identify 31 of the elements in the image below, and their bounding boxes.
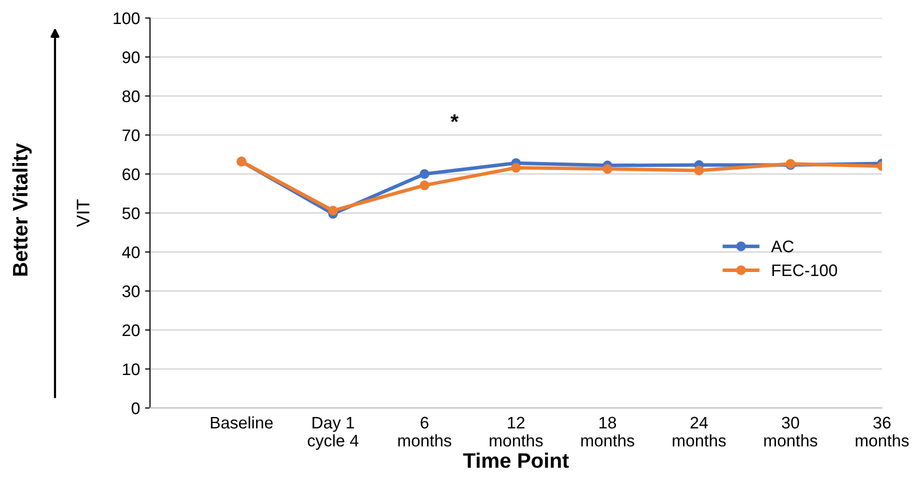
x-tick-label: 12 months <box>490 416 543 447</box>
point <box>511 162 521 173</box>
y-tick-label: 40 <box>122 246 140 258</box>
y-axis-title: VIT <box>76 199 90 227</box>
text: Better Vitality <box>12 143 32 276</box>
point <box>420 169 430 179</box>
y-tick-label: 50 <box>122 207 140 220</box>
y-tick-label: 20 <box>122 324 140 336</box>
y-tick-label: 60 <box>122 168 140 180</box>
y-tick-label: 30 <box>122 285 140 298</box>
y-tick-label: 10 <box>123 363 140 376</box>
x-tick-label: 24 months <box>672 416 726 447</box>
x-tick-label: Baseline <box>210 416 273 429</box>
y-tick-label: 100 <box>114 12 140 24</box>
point <box>602 164 612 174</box>
y-tick-label: 70 <box>122 129 140 142</box>
point <box>694 166 704 176</box>
x-tick-label: 30 months <box>764 416 818 447</box>
x-tick-label: 6 months <box>398 416 452 447</box>
y-tick-label: 0 <box>132 402 140 414</box>
legend-label: FEC-100 <box>772 264 838 276</box>
annotation: * <box>450 114 459 122</box>
y-tick-label: 80 <box>122 90 140 102</box>
x-axis-title: Time Point <box>463 452 569 468</box>
x-tick-label: 18 months <box>581 416 634 447</box>
y-tick-label: 90 <box>122 51 140 64</box>
legend-label: AC <box>771 240 794 252</box>
point <box>328 206 338 216</box>
x-tick-label: Day 1 cycle 4 <box>308 416 358 450</box>
x-tick-label: 36 months <box>856 416 909 447</box>
point <box>420 180 430 190</box>
